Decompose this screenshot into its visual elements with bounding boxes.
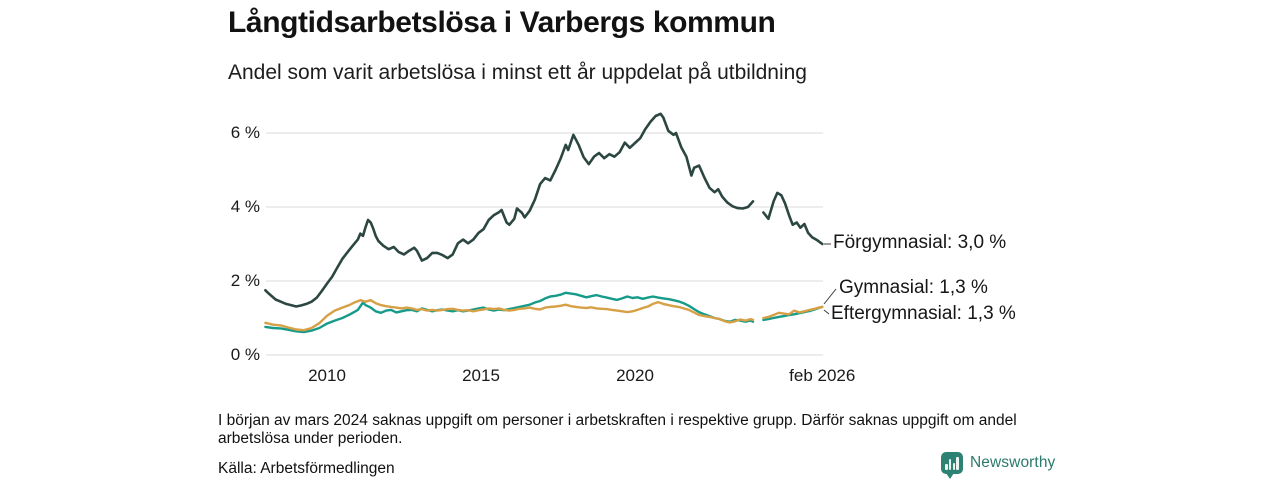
series-line-förgymnasial xyxy=(264,112,755,308)
chart-subtitle: Andel som varit arbetslösa i minst ett å… xyxy=(228,61,807,84)
y-tick-label: 2 % xyxy=(230,271,260,290)
x-tick-label: 2020 xyxy=(616,366,654,385)
series-line-förgymnasial xyxy=(762,191,824,246)
series-label-eftergymnasial: Eftergymnasial: 1,3 % xyxy=(831,303,1016,324)
page-title: Långtidsarbetslösa i Varbergs kommun xyxy=(228,6,776,39)
series-line-eftergymnasial xyxy=(762,305,824,320)
series-label-forgymnasial: Förgymnasial: 3,0 % xyxy=(833,232,1007,253)
y-tick-label: 0 % xyxy=(230,345,260,364)
series-line-gymnasial xyxy=(264,291,755,334)
newsworthy-barchart-bubble-icon xyxy=(941,452,963,479)
x-tick-label: 2010 xyxy=(308,366,346,385)
series-line-eftergymnasial xyxy=(264,299,755,332)
annotation-leader-line xyxy=(823,309,830,315)
newsworthy-logo: Newsworthy xyxy=(941,452,1056,479)
series-label-gymnasial: Gymnasial: 1,3 % xyxy=(839,277,988,298)
newsworthy-logo-text: Newsworthy xyxy=(970,454,1056,471)
y-tick-label: 4 % xyxy=(230,197,260,216)
y-tick-label: 6 % xyxy=(230,123,260,142)
source-note: Källa: Arbetsförmedlingen xyxy=(218,460,395,477)
footnote: I början av mars 2024 saknas uppgift om … xyxy=(218,412,1017,447)
x-tick-label: 2015 xyxy=(462,366,500,385)
x-tick-label: feb 2026 xyxy=(789,366,856,385)
annotation-leader-line xyxy=(823,288,837,305)
